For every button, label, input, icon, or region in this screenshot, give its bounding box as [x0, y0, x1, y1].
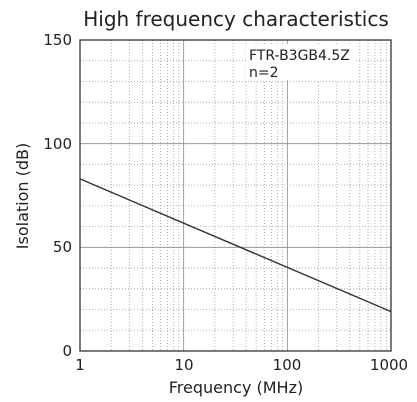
annotation-background — [246, 44, 354, 80]
chart-grid — [80, 40, 391, 351]
x-tick-label: 1 — [75, 356, 85, 374]
y-tick-label: 50 — [53, 238, 72, 256]
plot-area-frame — [79, 39, 392, 352]
isolation-series-line — [79, 178, 392, 313]
chart-series — [79, 178, 392, 313]
chart-title: High frequency characteristics — [83, 7, 389, 31]
contact-count-label: n=2 — [249, 65, 279, 81]
y-tick-labels: 0 50 100 150 — [43, 31, 72, 360]
y-tick-label: 0 — [62, 342, 72, 360]
x-tick-labels: 1 10 100 1000 — [75, 356, 408, 374]
x-tick-label: 10 — [174, 356, 193, 374]
y-axis-title: Isolation (dB) — [13, 143, 32, 249]
x-axis-title: Frequency (MHz) — [169, 378, 303, 397]
y-tick-label: 150 — [43, 31, 72, 49]
y-tick-label: 100 — [43, 135, 72, 153]
x-tick-label: 100 — [273, 356, 302, 374]
x-tick-label: 1000 — [370, 356, 408, 374]
part-number-label: FTR-B3GB4.5Z — [249, 48, 350, 64]
